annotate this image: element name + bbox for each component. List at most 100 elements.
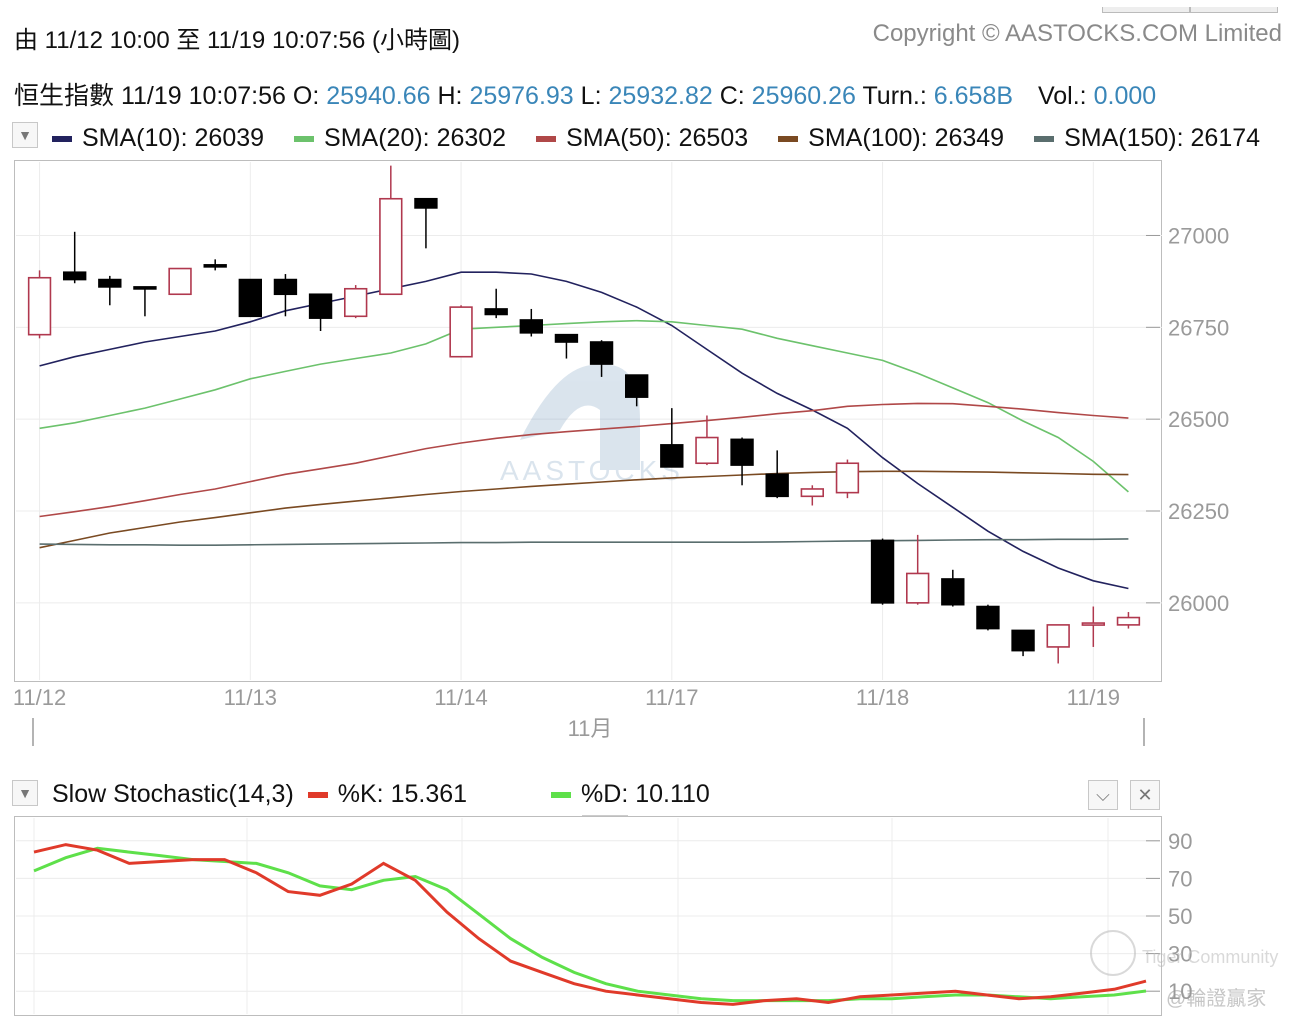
legend-label: SMA(20): 26302 bbox=[324, 124, 507, 152]
y-tick-label: 26500 bbox=[1168, 407, 1229, 432]
candle-body bbox=[1011, 629, 1035, 652]
y-tick-label: 10 bbox=[1168, 979, 1192, 1004]
x-tick-label: 11/18 bbox=[856, 685, 909, 710]
collapse-button[interactable]: ⌵ bbox=[1088, 780, 1118, 810]
y-tick-label: 70 bbox=[1168, 866, 1192, 891]
low-value: 25932.82 bbox=[608, 82, 713, 110]
candlestick bbox=[765, 450, 789, 499]
candlestick bbox=[660, 408, 684, 468]
candle-body bbox=[168, 267, 192, 296]
candlestick bbox=[976, 604, 1000, 631]
candlestick bbox=[484, 288, 508, 319]
candlestick bbox=[519, 308, 544, 337]
main-chart-menu-button[interactable]: ▼ bbox=[12, 122, 38, 148]
x-tick-label: 11/19 bbox=[1067, 685, 1120, 710]
stoch-line bbox=[33, 843, 1147, 1006]
sma-legend: SMA(10): 26039 SMA(20): 26302 SMA(50): 265… bbox=[52, 124, 1260, 153]
legend-item: SMA(20): 26302 bbox=[294, 124, 506, 153]
quote-bar: 恒生指數 11/19 10:07:56 O: 25940.66 H: 25976… bbox=[14, 76, 1156, 112]
legend-item: SMA(150): 26174 bbox=[1034, 124, 1260, 153]
candle-body bbox=[62, 271, 87, 281]
close-panel-button[interactable]: ✕ bbox=[1130, 780, 1160, 810]
open-value: 25940.66 bbox=[326, 82, 431, 110]
candle-body bbox=[695, 436, 719, 465]
stoch-menu-button[interactable]: ▼ bbox=[12, 780, 38, 806]
month-label: 11月 bbox=[568, 716, 613, 741]
tab-left[interactable] bbox=[1102, 7, 1190, 13]
aastocks-logo: AASTOCKS bbox=[500, 364, 684, 486]
close-icon: ✕ bbox=[1137, 784, 1153, 805]
candle-body bbox=[203, 264, 227, 268]
y-tick-label: 26000 bbox=[1168, 591, 1229, 616]
candlestick bbox=[554, 333, 579, 359]
legend-label: SMA(50): 26503 bbox=[566, 124, 749, 152]
candle-body bbox=[379, 197, 403, 296]
tab-right[interactable] bbox=[1190, 7, 1278, 13]
legend-swatch bbox=[778, 135, 799, 142]
x-tick-label: 11/13 bbox=[224, 685, 277, 710]
high-value: 25976.93 bbox=[469, 82, 574, 110]
candlestick bbox=[414, 197, 438, 249]
volume-label: Vol.: bbox=[1037, 82, 1087, 110]
low-label: L: bbox=[580, 82, 602, 110]
candle-body bbox=[589, 341, 614, 365]
sma-line bbox=[39, 470, 1129, 549]
legend-label: SMA(100): 26349 bbox=[808, 124, 1005, 152]
candle-body bbox=[238, 278, 263, 318]
close-label: C: bbox=[719, 82, 745, 110]
candlestick bbox=[835, 459, 860, 499]
candle-body bbox=[343, 287, 368, 318]
legend-swatch bbox=[52, 135, 72, 142]
candlestick bbox=[168, 267, 192, 296]
legend-swatch bbox=[1034, 135, 1055, 142]
candle-body bbox=[27, 276, 52, 336]
watermark-community: Tiger Community bbox=[1142, 947, 1278, 967]
price-chart: 27000 26750 26500 26250 26000 AASTOCKS 11/12 11… bbox=[13, 162, 1229, 746]
y-tick-label: 90 bbox=[1168, 829, 1192, 854]
y-tick-label: 27000 bbox=[1168, 223, 1229, 248]
y-tick-label: 30 bbox=[1168, 942, 1192, 967]
candlestick bbox=[905, 534, 930, 605]
candlestick bbox=[62, 231, 87, 284]
x-tick-label: 11/14 bbox=[434, 685, 487, 710]
close-value: 25960.26 bbox=[751, 82, 856, 110]
candle-body bbox=[976, 605, 1000, 630]
volume-value: 0.000 bbox=[1093, 82, 1157, 110]
candle-body bbox=[308, 293, 333, 319]
legend-item: SMA(10): 26039 bbox=[52, 124, 264, 153]
candle-body bbox=[905, 572, 930, 604]
d-swatch bbox=[551, 791, 572, 798]
candlestick bbox=[624, 374, 649, 407]
k-label: %K: 15.361 bbox=[337, 780, 468, 808]
candlestick bbox=[589, 340, 614, 377]
turnover-value: 6.658B bbox=[933, 82, 1014, 110]
candle-body bbox=[133, 286, 157, 290]
tiger-watermark: Tiger Community @輪證贏家 bbox=[1090, 930, 1278, 1010]
candle-body bbox=[870, 539, 895, 604]
candlestick bbox=[379, 165, 403, 296]
stoch-line bbox=[33, 846, 1147, 1003]
open-label: O: bbox=[292, 82, 320, 110]
candlestick bbox=[27, 270, 52, 339]
x-tick-label: 11/12 bbox=[13, 685, 66, 710]
watermark-brand: AASTOCKS bbox=[500, 455, 684, 486]
legend-item: SMA(50): 26503 bbox=[536, 124, 748, 153]
chevron-down-icon: ▼ bbox=[18, 127, 32, 143]
stoch-chart: 90 70 50 30 10 Tiger Community @輪證贏家 bbox=[16, 818, 1278, 1014]
price-chart-panel bbox=[14, 160, 1162, 682]
stoch-title: Slow Stochastic(14,3) bbox=[52, 780, 294, 808]
candle-body bbox=[554, 333, 579, 343]
candlestick bbox=[1046, 624, 1070, 664]
candlestick bbox=[870, 538, 895, 605]
chevron-down-icon: ⌵ bbox=[1096, 784, 1110, 805]
quote-time: 11/19 10:07:56 bbox=[120, 82, 286, 110]
candle-body bbox=[660, 444, 684, 468]
sma-line bbox=[39, 538, 1129, 547]
y-tick-label: 50 bbox=[1168, 904, 1192, 929]
candlestick bbox=[1116, 612, 1141, 629]
candle-body bbox=[484, 308, 508, 316]
y-tick-label: 26250 bbox=[1168, 499, 1229, 524]
candlestick bbox=[273, 274, 298, 317]
candle-body bbox=[1081, 622, 1106, 626]
chevron-down-icon: ▼ bbox=[18, 785, 32, 801]
